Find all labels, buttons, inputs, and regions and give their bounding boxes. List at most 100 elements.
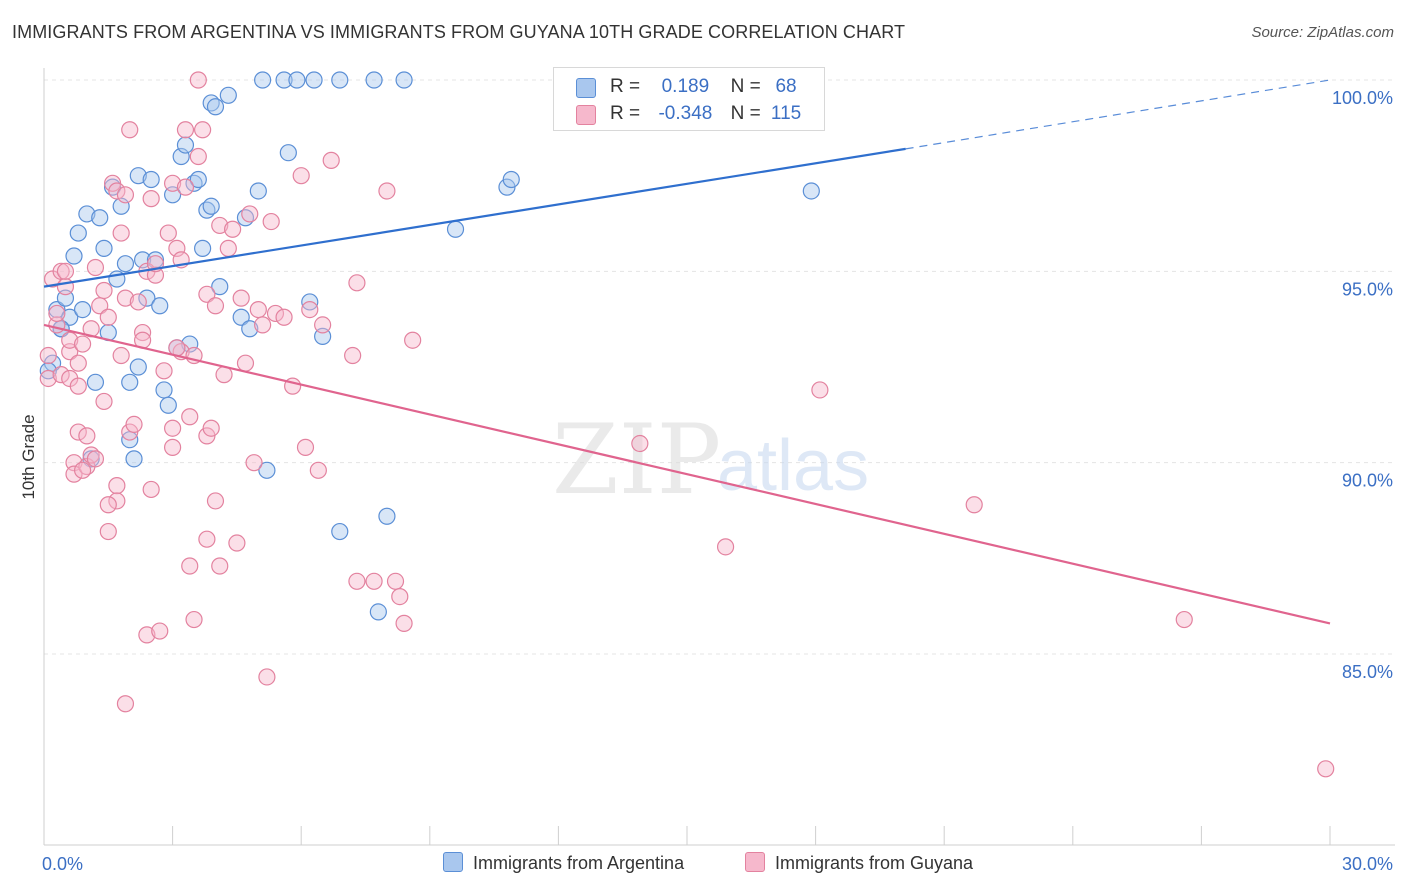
point-argentina — [331, 522, 349, 541]
point-guyana — [211, 557, 229, 575]
point-guyana — [344, 346, 362, 365]
point-argentina — [305, 71, 323, 89]
bottom-legend-argentina: Immigrants from Argentina — [443, 852, 684, 874]
point-argentina — [129, 167, 147, 185]
point-argentina — [802, 182, 820, 200]
point-guyana — [73, 335, 92, 353]
point-guyana — [95, 392, 113, 411]
point-guyana — [176, 178, 195, 196]
point-argentina — [116, 255, 135, 273]
legend-n-value-argentina: 68 — [775, 76, 797, 97]
point-guyana — [99, 522, 117, 541]
point-argentina — [155, 381, 173, 399]
point-argentina — [211, 278, 229, 296]
point-guyana — [56, 278, 75, 296]
point-guyana — [65, 465, 83, 483]
point-argentina — [254, 71, 272, 89]
bottom-legend-guyana: Immigrants from Guyana — [745, 852, 973, 874]
trend-lines — [43, 79, 1331, 625]
point-guyana — [254, 316, 272, 334]
bottom-legend-label-guyana: Immigrants from Guyana — [775, 853, 974, 873]
point-guyana — [404, 331, 422, 349]
bottom-legend-swatch-guyana — [745, 852, 765, 872]
point-guyana — [142, 190, 160, 208]
point-argentina — [125, 450, 143, 468]
point-argentina — [279, 144, 297, 162]
watermark: ZIP atlas — [552, 404, 869, 516]
legend-n-label: N = — [730, 103, 761, 124]
point-guyana — [206, 297, 225, 315]
point-guyana — [236, 354, 255, 372]
trend-line-guyana — [43, 323, 1331, 625]
point-argentina — [129, 358, 147, 376]
point-argentina — [121, 373, 139, 391]
chart-source: Source: ZipAtlas.com — [1251, 24, 1394, 41]
point-guyana — [181, 408, 199, 426]
legend-swatch-guyana — [576, 105, 596, 125]
point-guyana — [108, 182, 126, 200]
point-guyana — [194, 121, 212, 139]
point-guyana — [52, 366, 70, 384]
point-argentina — [69, 224, 87, 242]
point-guyana — [129, 293, 147, 311]
point-guyana — [185, 610, 203, 629]
point-guyana — [69, 354, 87, 372]
point-argentina — [275, 71, 293, 89]
x-tick-label: 30.0% — [1342, 854, 1393, 874]
point-argentina — [288, 71, 306, 89]
legend-r-label: R = — [610, 76, 641, 97]
legend-r-value-argentina: 0.189 — [661, 76, 710, 97]
point-argentina — [48, 301, 66, 319]
point-guyana — [56, 262, 75, 280]
point-argentina — [502, 170, 520, 189]
legend-n-label: N = — [730, 76, 761, 97]
point-guyana — [249, 301, 267, 319]
point-guyana — [716, 538, 735, 556]
point-guyana — [224, 220, 242, 238]
point-argentina — [241, 320, 259, 338]
point-guyana — [202, 419, 220, 437]
point-argentina — [365, 71, 383, 89]
point-guyana — [365, 572, 383, 590]
point-argentina — [249, 182, 267, 200]
trend-line-argentina — [43, 147, 906, 288]
point-guyana — [39, 346, 57, 365]
y-tick-label: 95.0% — [1342, 279, 1393, 299]
point-argentina — [61, 308, 79, 326]
tick-labels: 100.0% 95.0% 90.0% 85.0% 0.0% 30.0% — [42, 88, 1393, 874]
point-guyana — [48, 304, 66, 323]
point-guyana — [275, 308, 293, 326]
y-tick-label: 85.0% — [1342, 662, 1393, 682]
point-guyana — [151, 622, 169, 640]
point-guyana — [61, 331, 79, 349]
point-guyana — [69, 377, 87, 395]
point-guyana — [164, 419, 182, 437]
point-guyana — [78, 427, 96, 445]
point-guyana — [86, 258, 105, 277]
point-guyana — [86, 450, 105, 468]
point-guyana — [99, 496, 117, 514]
y-axis-label: 10th Grade — [19, 414, 38, 499]
series-argentina-points — [39, 71, 820, 621]
point-argentina — [206, 98, 225, 116]
point-argentina — [73, 301, 92, 319]
chart-title: IMMIGRANTS FROM ARGENTINA VS IMMIGRANTS … — [12, 22, 906, 42]
point-argentina — [151, 297, 169, 315]
point-guyana — [142, 480, 160, 499]
point-guyana — [631, 434, 649, 453]
point-guyana — [73, 461, 92, 479]
point-guyana — [116, 289, 135, 307]
x-tick-label: 0.0% — [42, 854, 83, 874]
point-guyana — [1175, 610, 1193, 629]
point-argentina — [446, 220, 465, 238]
point-guyana — [232, 289, 250, 307]
point-guyana — [219, 239, 237, 257]
point-guyana — [378, 182, 396, 200]
point-guyana — [164, 174, 182, 192]
watermark-zip: ZIP — [552, 404, 721, 516]
point-guyana — [228, 534, 246, 552]
bottom-legend-label-argentina: Immigrants from Argentina — [473, 853, 685, 873]
point-guyana — [164, 438, 182, 456]
point-guyana — [348, 274, 366, 292]
point-guyana — [155, 362, 173, 380]
